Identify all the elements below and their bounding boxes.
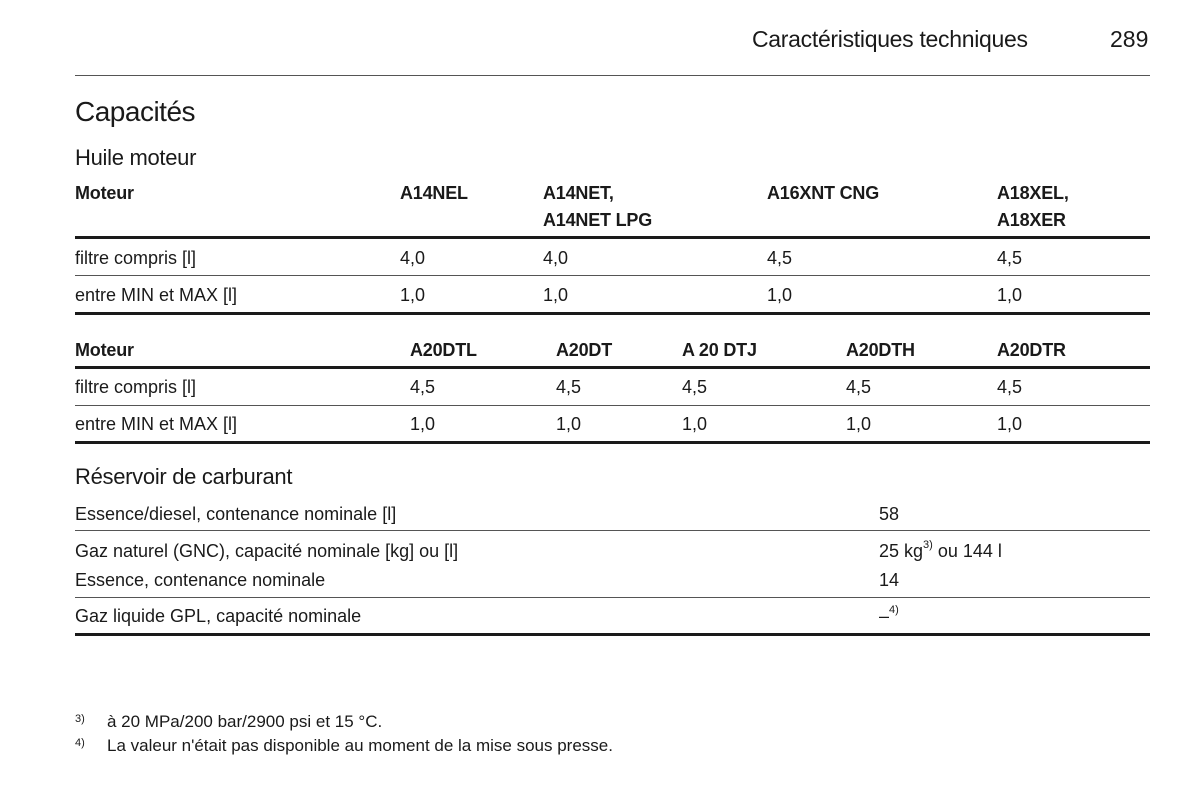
value-text: ou 144 l — [932, 541, 1002, 561]
table1-header-col3: A16XNT CNG — [767, 183, 880, 203]
row-divider — [75, 530, 1150, 531]
footnote-ref: 3) — [923, 539, 933, 551]
row-divider — [75, 275, 1150, 276]
page-title: Capacités — [75, 96, 196, 127]
row-label: filtre compris [l] — [75, 377, 197, 397]
table2-header-col1: A20DTL — [410, 340, 477, 360]
table1-bottom-rule — [75, 312, 1150, 315]
section-heading-engine-oil: Huile moteur — [75, 145, 197, 170]
table-cell: 4,0 — [400, 248, 426, 268]
row-divider — [75, 405, 1150, 406]
value-text: – — [879, 606, 890, 626]
table-cell: –4) — [879, 604, 899, 627]
table-cell: 4,5 — [556, 377, 582, 397]
table-cell: 58 — [879, 504, 900, 524]
row-label: entre MIN et MAX [l] — [75, 285, 238, 305]
table2-header-col3: A 20 DTJ — [682, 340, 757, 360]
value-text: 25 kg — [879, 541, 924, 561]
table-cell: 4,0 — [543, 248, 569, 268]
table-cell: 4,5 — [846, 377, 872, 397]
table1-header-col4: A18XEL, A18XER — [997, 183, 1069, 230]
row-label: entre MIN et MAX [l] — [75, 414, 238, 434]
table1-header-engine: Moteur — [75, 183, 134, 203]
table2-header-col2: A20DT — [556, 340, 613, 360]
table1-header-rule — [75, 236, 1150, 239]
table-cell: 4,5 — [997, 377, 1023, 397]
table-cell: 4,5 — [767, 248, 793, 268]
table-cell: 1,0 — [682, 414, 708, 434]
table-cell: 1,0 — [410, 414, 436, 434]
footnote-text: La valeur n'était pas disponible au mome… — [107, 736, 613, 755]
fuel-table-bottom-rule — [75, 633, 1150, 636]
row-label: Gaz liquide GPL, capacité nominale — [75, 606, 362, 626]
table-cell: 1,0 — [543, 285, 569, 305]
table-cell: 4,5 — [682, 377, 708, 397]
table-cell: 1,0 — [997, 285, 1023, 305]
table-cell: 1,0 — [556, 414, 582, 434]
table2-header-col4: A20DTH — [846, 340, 915, 360]
row-divider — [75, 597, 1150, 598]
row-label: Gaz naturel (GNC), capacité nominale [kg… — [75, 541, 459, 561]
table2-header-col5: A20DTR — [997, 340, 1066, 360]
table1-header-col2: A14NET, A14NET LPG — [543, 183, 653, 230]
header-divider — [75, 75, 1150, 76]
footnote-ref: 4) — [889, 604, 899, 616]
table-cell: 14 — [879, 570, 900, 590]
page-number: 289 — [1110, 26, 1149, 52]
running-header-section: Caractéristiques techniques — [752, 26, 1028, 52]
footnote-number: 3) — [75, 713, 85, 725]
table2-header-rule — [75, 366, 1150, 369]
table1-header-col1: A14NEL — [400, 183, 468, 203]
section-heading-fuel-tank: Réservoir de carburant — [75, 464, 293, 489]
table-cell: 1,0 — [400, 285, 426, 305]
table-cell: 25 kg3) ou 144 l — [879, 539, 1002, 562]
row-label: filtre compris [l] — [75, 248, 197, 268]
table-cell: 4,5 — [410, 377, 436, 397]
table-cell: 1,0 — [997, 414, 1023, 434]
table-cell: 1,0 — [846, 414, 872, 434]
row-label: Essence/diesel, contenance nominale [l] — [75, 504, 397, 524]
footnote-text: à 20 MPa/200 bar/2900 psi et 15 °C. — [107, 712, 383, 731]
footnote-number: 4) — [75, 737, 85, 749]
table2-bottom-rule — [75, 441, 1150, 444]
row-label: Essence, contenance nominale — [75, 570, 326, 590]
table-cell: 4,5 — [997, 248, 1023, 268]
table2-header-engine: Moteur — [75, 340, 134, 360]
table-cell: 1,0 — [767, 285, 793, 305]
